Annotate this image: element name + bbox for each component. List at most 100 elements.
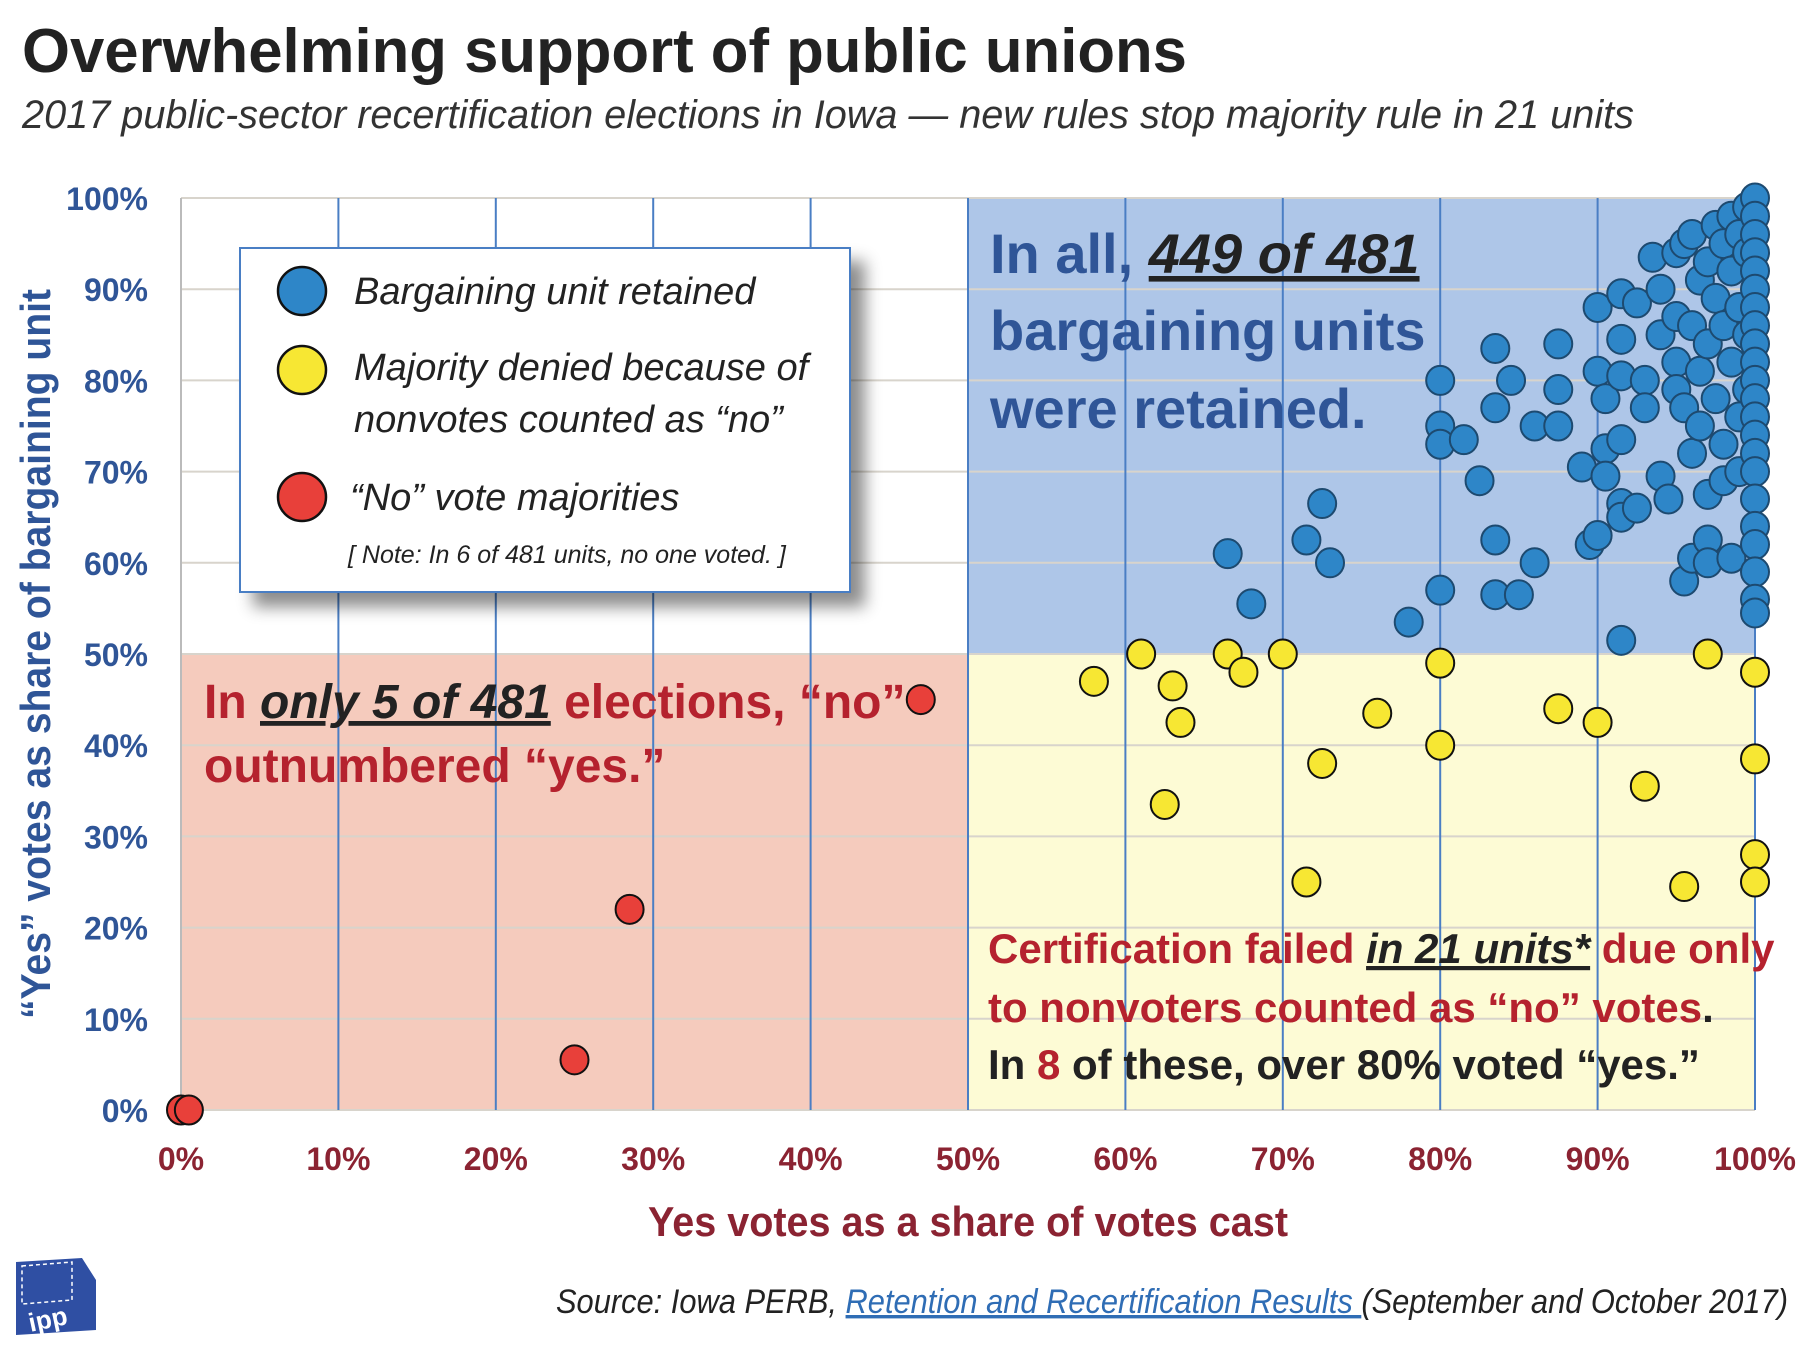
data-point [1629, 770, 1660, 802]
data-point [1448, 424, 1479, 456]
data-point [1480, 392, 1511, 424]
gridlines [180, 197, 1756, 1111]
data-point [1692, 638, 1723, 670]
x-tick-label: 90% [1566, 1141, 1630, 1177]
data-point [1267, 638, 1298, 670]
legend-box [239, 247, 851, 593]
legend-label-no: “No” vote majorities [350, 477, 679, 519]
y-tick-label: 60% [84, 546, 148, 582]
data-point [1606, 624, 1637, 656]
data-point [1393, 606, 1424, 638]
legend-label-denied-2: nonvotes counted as “no” [354, 399, 785, 441]
data-point [1653, 483, 1684, 515]
data-point [559, 1044, 590, 1076]
y-tick-label: 100% [66, 181, 148, 217]
data-point [1621, 492, 1652, 524]
region-no-majority [181, 654, 968, 1110]
y-tick-label: 20% [84, 911, 148, 947]
y-axis-title: “Yes” votes as share of bargaining unit [12, 289, 59, 1019]
ipp-logo: ipp [16, 1258, 96, 1338]
data-point [1078, 665, 1109, 697]
data-point [1543, 410, 1574, 442]
y-tick-label: 50% [84, 637, 148, 673]
data-point [1740, 529, 1770, 561]
x-tick-label: 60% [1093, 1141, 1157, 1177]
legend-label-denied-1: Majority denied because of [354, 347, 812, 389]
data-point [1480, 524, 1511, 556]
x-tick-label: 80% [1408, 1141, 1472, 1177]
data-point [1582, 519, 1613, 551]
annotation-yellow-line2: to nonvoters counted as “no” votes. [988, 984, 1714, 1031]
x-tick-label: 0% [158, 1141, 204, 1177]
data-point [1496, 364, 1527, 396]
x-tick-label: 10% [306, 1141, 370, 1177]
data-point [1543, 328, 1574, 360]
legend-marker-denied [276, 344, 328, 396]
data-point [1519, 547, 1550, 579]
annotation-red-line2: outnumbered “yes.” [204, 740, 665, 793]
source-note: Source: Iowa PERB, Retention and Recerti… [556, 1283, 1788, 1321]
data-point [1291, 524, 1322, 556]
data-point [1629, 364, 1660, 396]
data-point [1684, 410, 1715, 442]
data-point [1362, 697, 1393, 729]
data-point [1740, 556, 1770, 588]
data-point [1677, 437, 1708, 469]
data-point [614, 893, 645, 925]
data-point [1740, 743, 1770, 775]
data-point [1716, 542, 1747, 574]
legend-marker-retained [276, 265, 328, 317]
data-point [1291, 866, 1322, 898]
data-point [1740, 839, 1770, 871]
data-point [1307, 747, 1338, 779]
data-point [1590, 383, 1621, 415]
data-point [1543, 374, 1574, 406]
data-point [1425, 364, 1456, 396]
data-points [166, 182, 1770, 1126]
data-point [1307, 488, 1338, 520]
data-point [905, 684, 936, 716]
y-tick-label: 80% [84, 363, 148, 399]
data-point [1629, 392, 1660, 424]
y-tick-label: 30% [84, 819, 148, 855]
data-point [1212, 538, 1243, 570]
data-point [1740, 483, 1770, 515]
annotation-red-line1: In only 5 of 481 elections, “no” [204, 676, 906, 729]
data-point [1645, 273, 1676, 305]
annotation-blue-line1: In all, 449 of 481 [990, 222, 1420, 285]
data-point [173, 1094, 204, 1126]
y-tick-label: 10% [84, 1002, 148, 1038]
data-point [1503, 579, 1534, 611]
data-point [1669, 871, 1700, 903]
data-point [1425, 647, 1456, 679]
data-point [1315, 547, 1346, 579]
data-point [1740, 656, 1770, 688]
plot-regions [181, 198, 1755, 1110]
data-point [1228, 656, 1259, 688]
y-tick-label: 40% [84, 728, 148, 764]
legend-note: [ Note: In 6 of 481 units, no one voted.… [347, 541, 787, 569]
legend-marker-no [276, 471, 328, 523]
x-tick-label: 40% [779, 1141, 843, 1177]
annotation-blue-line2: bargaining units [990, 299, 1426, 362]
data-point [1480, 332, 1511, 364]
chart-subtitle: 2017 public-sector recertification elect… [21, 93, 1634, 137]
x-tick-label: 70% [1251, 1141, 1315, 1177]
data-point [1708, 428, 1739, 460]
data-point [1582, 291, 1613, 323]
data-point [1464, 465, 1495, 497]
data-point [1606, 424, 1637, 456]
data-point [1157, 670, 1188, 702]
tick-labels: 0% 10% 20% 30% 40% 50% 60% 70% 80% 90% 100% 0% 10% 20… [66, 181, 1796, 1177]
data-point [1621, 287, 1652, 319]
data-point [1126, 638, 1157, 670]
data-point [1543, 693, 1574, 725]
data-point [1606, 323, 1637, 355]
data-point [1740, 456, 1770, 488]
chart-title: Overwhelming support of public unions [22, 17, 1187, 86]
source-link[interactable]: Retention and Recertification Results [846, 1283, 1362, 1321]
x-tick-label: 100% [1714, 1141, 1796, 1177]
data-point [1740, 866, 1770, 898]
data-point [1236, 588, 1267, 620]
